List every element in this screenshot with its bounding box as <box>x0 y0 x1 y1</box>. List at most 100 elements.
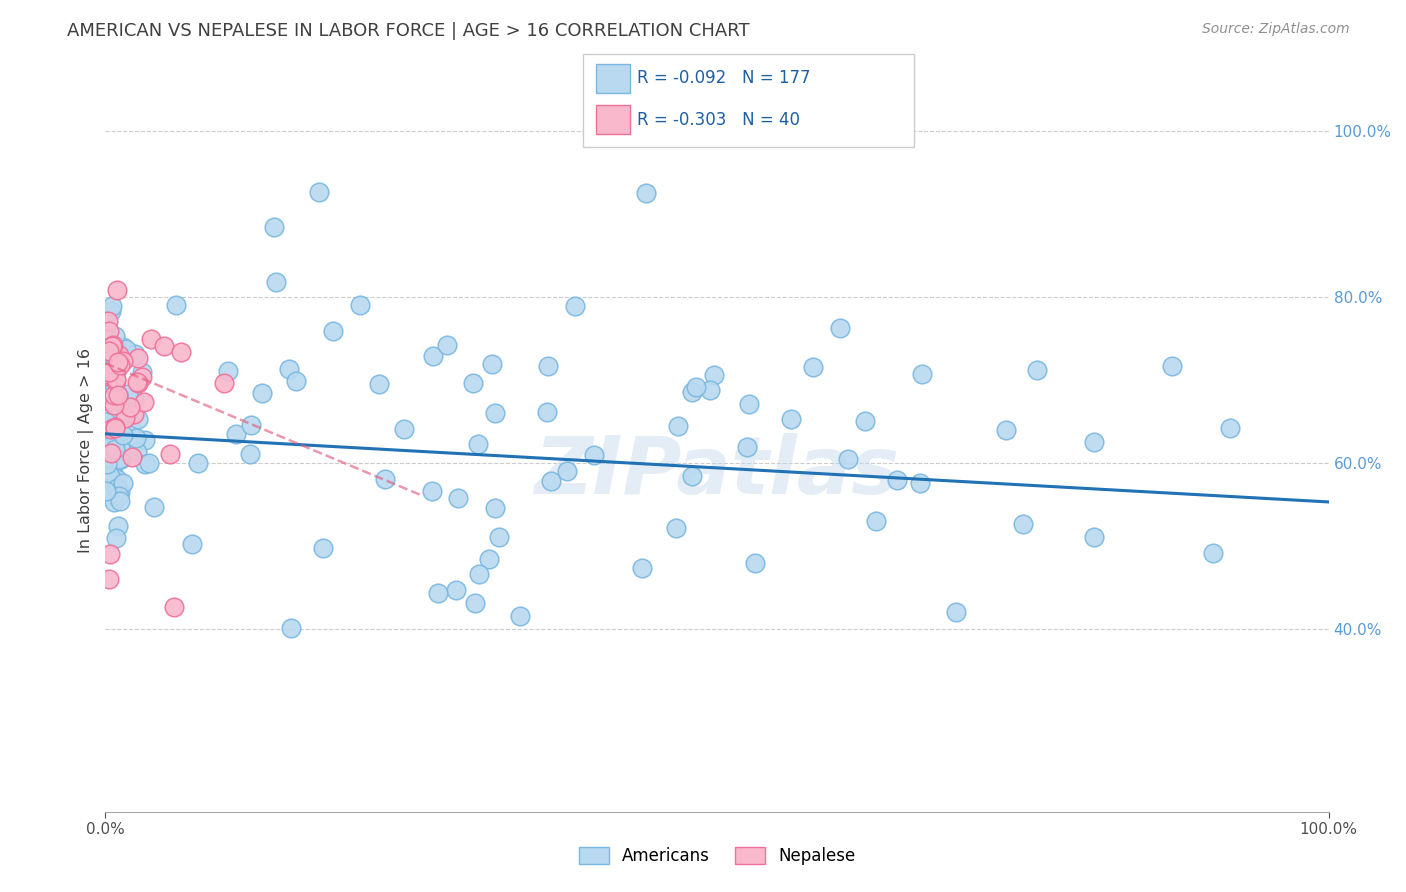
Point <box>264 275 287 289</box>
Point <box>436 338 458 352</box>
Point <box>101 467 124 482</box>
Point <box>422 349 444 363</box>
Point <box>738 397 761 411</box>
Point <box>96 469 118 483</box>
Point <box>104 365 127 379</box>
Point <box>97 365 120 379</box>
Point <box>104 403 127 417</box>
Point <box>536 404 558 418</box>
Point <box>100 304 122 318</box>
Point <box>111 428 134 442</box>
Point <box>107 519 129 533</box>
Point <box>100 446 122 460</box>
Point <box>98 572 121 586</box>
Point <box>250 386 273 401</box>
Point <box>97 406 120 420</box>
Point <box>103 495 125 509</box>
Point <box>239 447 262 461</box>
Point <box>125 445 148 459</box>
Point <box>995 423 1018 437</box>
Point <box>488 530 510 544</box>
Point <box>127 351 149 365</box>
Point <box>97 434 120 448</box>
Point <box>98 437 121 451</box>
Point <box>555 464 578 478</box>
Point <box>114 411 136 425</box>
Point <box>865 514 887 528</box>
Point <box>100 387 122 401</box>
Point <box>108 452 131 467</box>
Point <box>120 421 142 435</box>
Text: AMERICAN VS NEPALESE IN LABOR FORCE | AGE > 16 CORRELATION CHART: AMERICAN VS NEPALESE IN LABOR FORCE | AG… <box>67 22 751 40</box>
Point <box>107 354 129 368</box>
Point <box>374 472 396 486</box>
Point <box>98 431 121 445</box>
Point <box>96 408 118 422</box>
Point <box>96 409 118 424</box>
Point <box>132 395 155 409</box>
Point <box>583 448 606 462</box>
Point <box>122 408 145 422</box>
Point <box>97 324 120 338</box>
Point <box>134 433 156 447</box>
Point <box>107 392 129 407</box>
Point <box>107 348 129 362</box>
Point <box>945 605 967 619</box>
Point <box>96 391 118 405</box>
Point <box>101 476 124 491</box>
Point <box>118 423 141 437</box>
Point <box>105 284 128 298</box>
Point <box>681 469 703 483</box>
Point <box>100 422 122 436</box>
Point <box>101 338 124 352</box>
Point <box>159 447 181 461</box>
Point <box>98 547 121 561</box>
Point <box>263 220 285 235</box>
Point <box>94 349 117 363</box>
Point <box>744 556 766 570</box>
Point <box>105 481 128 495</box>
Point <box>104 438 127 452</box>
Point <box>105 372 128 386</box>
Point <box>217 364 239 378</box>
Point <box>114 342 136 356</box>
Point <box>322 324 344 338</box>
Point <box>97 436 120 450</box>
Point <box>105 426 128 441</box>
Point <box>94 367 117 381</box>
Point <box>1012 516 1035 531</box>
Point <box>444 582 467 597</box>
Point <box>97 402 120 417</box>
Point <box>537 359 560 374</box>
Point <box>225 427 247 442</box>
Point <box>830 321 852 335</box>
Text: R = -0.303   N = 40: R = -0.303 N = 40 <box>637 111 800 128</box>
Point <box>636 186 658 201</box>
Point <box>94 450 117 465</box>
Point <box>100 411 122 425</box>
Point <box>107 346 129 360</box>
Point <box>108 359 131 373</box>
Point <box>100 392 122 406</box>
Point <box>108 489 131 503</box>
Point <box>97 472 120 486</box>
Point <box>1202 546 1225 560</box>
Point <box>181 537 204 551</box>
Point <box>97 368 120 383</box>
Point <box>481 357 503 371</box>
Point <box>392 422 415 436</box>
Point <box>107 401 129 415</box>
Point <box>107 407 129 421</box>
Point <box>101 459 124 474</box>
Point <box>103 438 125 452</box>
Point <box>104 442 127 456</box>
Point <box>96 489 118 503</box>
Point <box>97 371 120 385</box>
Point <box>111 340 134 354</box>
Point <box>1026 362 1049 376</box>
Point <box>97 396 120 410</box>
Point <box>107 419 129 434</box>
Point <box>467 437 489 451</box>
Point <box>103 381 125 395</box>
Point <box>349 298 371 312</box>
